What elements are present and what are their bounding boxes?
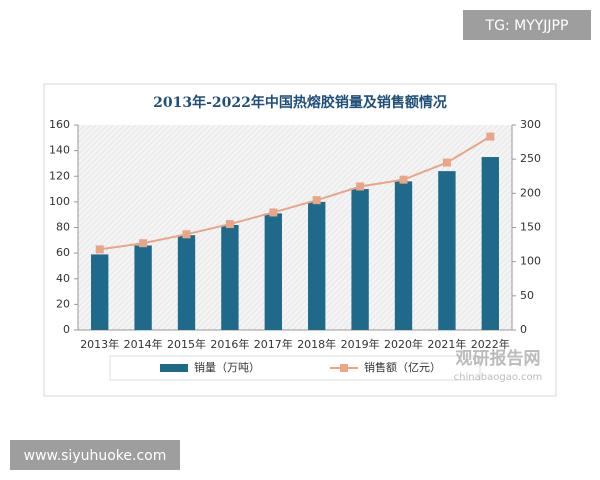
chart-title: 2013年-2022年中国热熔胶销量及销售额情况 xyxy=(153,94,447,111)
y-tick-label: 40 xyxy=(56,272,70,285)
tg-box xyxy=(463,10,591,40)
x-tick-label: 2019年 xyxy=(341,337,380,351)
bar xyxy=(177,235,196,330)
bar xyxy=(394,181,413,330)
legend-label: 销售额（亿元） xyxy=(364,360,441,374)
bar xyxy=(351,189,369,330)
line-marker xyxy=(269,208,278,217)
line-marker xyxy=(312,196,321,205)
x-tick-label: 2018年 xyxy=(297,337,336,351)
x-tick-label: 2021年 xyxy=(427,337,466,351)
y-tick-label: 160 xyxy=(49,118,70,131)
y2-tick-label: 300 xyxy=(520,118,541,131)
line-marker xyxy=(182,230,191,239)
line-marker xyxy=(486,132,495,141)
y2-tick-label: 200 xyxy=(520,186,541,199)
y-tick-label: 120 xyxy=(49,169,70,182)
y-tick-label: 20 xyxy=(56,297,70,310)
bar xyxy=(221,224,239,330)
line-marker xyxy=(399,175,408,184)
line-marker xyxy=(442,158,451,167)
y-tick-label: 80 xyxy=(56,221,70,234)
bar xyxy=(438,171,456,330)
y-tick-label: 0 xyxy=(63,323,70,336)
y-tick-label: 100 xyxy=(49,195,70,208)
line xyxy=(99,135,491,251)
bar xyxy=(308,201,326,330)
x-tick-label: 2022年 xyxy=(471,337,510,351)
legend-box xyxy=(109,355,481,381)
x-tick-label: 2017年 xyxy=(254,337,293,351)
legend-label: 销量（万吨） xyxy=(194,360,260,374)
line-marker xyxy=(225,220,234,229)
line-marker xyxy=(139,239,148,248)
line-marker xyxy=(356,182,365,191)
bar xyxy=(91,254,109,330)
tg-watermark: TG: MYYJJPP xyxy=(485,18,569,34)
brand-watermark: 观研报告网 xyxy=(455,348,541,369)
bar xyxy=(481,157,499,330)
y2-tick-label: 50 xyxy=(520,289,534,302)
x-tick-label: 2014年 xyxy=(124,337,163,351)
legend-swatch-marker xyxy=(340,364,348,372)
y2-tick-label: 100 xyxy=(520,255,541,268)
y2-tick-label: 150 xyxy=(520,221,541,234)
line-marker xyxy=(95,245,104,254)
y-tick-label: 60 xyxy=(56,246,70,259)
legend-swatch xyxy=(160,364,188,372)
y2-tick-label: 0 xyxy=(520,323,527,336)
site-watermark: www.siyuhuoke.com xyxy=(24,448,167,464)
y2-tick-label: 250 xyxy=(520,152,541,165)
site-box xyxy=(10,440,180,470)
bar xyxy=(264,213,282,330)
brand-url-watermark: chinabaogao.com xyxy=(454,372,543,383)
x-tick-label: 2013年 xyxy=(80,337,119,351)
x-tick-label: 2016年 xyxy=(210,337,249,351)
x-tick-label: 2015年 xyxy=(167,337,206,351)
bar xyxy=(134,245,152,330)
x-tick-label: 2020年 xyxy=(384,337,423,351)
y-tick-label: 140 xyxy=(49,144,70,157)
